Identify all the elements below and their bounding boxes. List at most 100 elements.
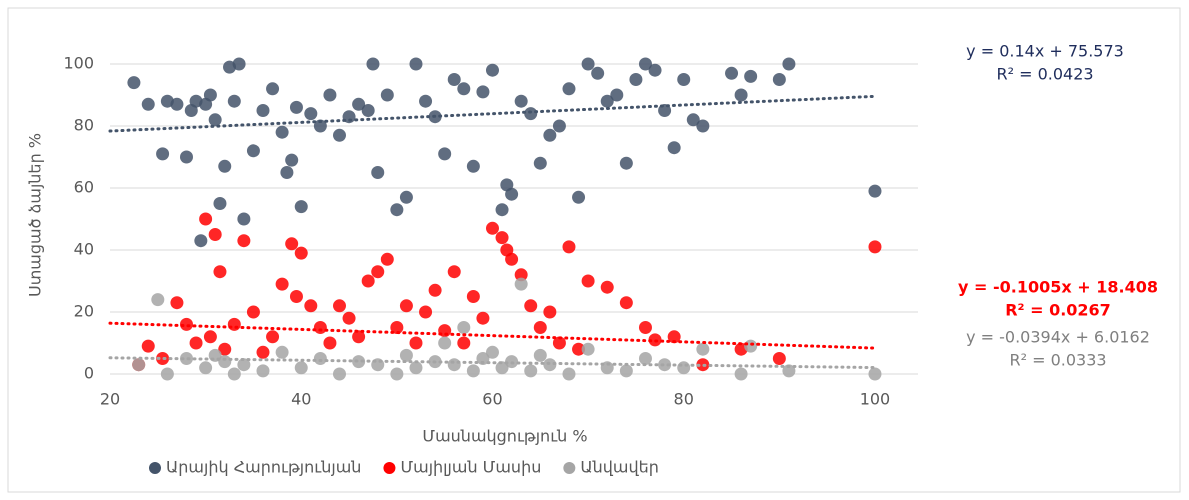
scatter-point — [323, 88, 337, 102]
scatter-point — [361, 104, 375, 117]
trendline-r2: R² = 0.0423 — [996, 65, 1093, 84]
scatter-point — [677, 73, 691, 86]
scatter-point — [289, 100, 303, 114]
scatter-point — [648, 63, 662, 77]
scatter-point — [237, 358, 251, 372]
scatter-point — [514, 94, 528, 108]
scatter-point — [304, 299, 318, 313]
scatter-point — [638, 352, 652, 365]
scatter-point — [686, 113, 700, 127]
scatter-point — [447, 358, 461, 372]
scatter-point — [390, 321, 404, 334]
legend-label: Արայիկ Հարությունյան — [166, 458, 361, 477]
trendline — [108, 356, 877, 370]
scatter-point — [342, 311, 356, 325]
scatter-point — [495, 361, 509, 375]
scatter-point — [466, 364, 480, 378]
scatter-point — [409, 361, 423, 375]
y-tick-label: 40 — [74, 240, 94, 259]
scatter-point — [514, 268, 528, 282]
scatter-point — [772, 352, 786, 365]
scatter-point — [227, 367, 241, 381]
scatter-point — [304, 107, 318, 121]
scatter-point — [294, 200, 308, 214]
scatter-point — [562, 240, 576, 254]
scatter-point — [323, 336, 337, 350]
legend-label: Անվավեր — [580, 458, 659, 477]
scatter-point — [524, 107, 538, 121]
y-tick-label: 0 — [84, 364, 94, 383]
scatter-point — [213, 197, 227, 210]
scatter-point — [332, 128, 346, 142]
scatter-point — [744, 339, 758, 353]
scatter-point — [619, 364, 633, 378]
scatter-point — [170, 97, 184, 111]
scatter-point — [213, 265, 227, 279]
scatter-point — [610, 88, 624, 102]
scatter-point — [638, 57, 652, 71]
y-tick-label: 100 — [63, 54, 94, 73]
scatter-point — [485, 63, 499, 77]
scatter-point — [179, 150, 193, 164]
scatter-point — [227, 317, 241, 331]
x-tick-label: 100 — [860, 390, 891, 409]
scatter-point — [619, 156, 633, 170]
scatter-point — [246, 305, 260, 319]
scatter-point — [218, 355, 232, 369]
trendline — [108, 94, 877, 133]
scatter-point — [514, 277, 528, 291]
scatter-point — [744, 69, 758, 83]
scatter-point — [156, 147, 170, 161]
scatter-point — [179, 352, 193, 365]
scatter-point — [194, 234, 208, 248]
scatter-point — [476, 352, 490, 365]
scatter-point — [160, 367, 174, 381]
scatter-point — [572, 342, 586, 356]
scatter-point — [485, 221, 499, 235]
scatter-point — [399, 299, 413, 313]
scatter-point — [132, 358, 146, 372]
scatter-point — [485, 345, 499, 359]
scatter-point — [127, 76, 141, 90]
scatter-point — [533, 156, 547, 170]
scatter-point — [476, 311, 490, 325]
scatter-point — [466, 159, 480, 173]
scatter-point — [476, 85, 490, 99]
legend-marker — [149, 462, 161, 474]
trendline — [108, 321, 877, 350]
scatter-point — [285, 237, 299, 251]
scatter-point — [289, 290, 303, 303]
scatter-point — [285, 153, 299, 167]
scatter-point — [667, 141, 681, 155]
scatter-point — [366, 57, 380, 71]
scatter-point — [581, 57, 595, 71]
trendline-equation: y = -0.1005x + 18.408 — [958, 278, 1158, 297]
scatter-point — [399, 348, 413, 362]
scatter-point — [562, 367, 576, 381]
scatter-point — [141, 339, 155, 353]
scatter-point — [591, 66, 605, 80]
scatter-point — [629, 73, 643, 86]
scatter-point — [438, 336, 452, 350]
scatter-point — [457, 321, 471, 334]
scatter-point — [543, 358, 557, 372]
scatter-point — [294, 246, 308, 260]
scatter-point — [275, 345, 289, 359]
scatter-point — [266, 330, 280, 344]
scatter-point — [208, 228, 222, 241]
scatter-point — [638, 321, 652, 334]
scatter-point — [552, 336, 566, 350]
scatter-point — [280, 166, 294, 179]
scatter-point — [658, 358, 672, 372]
scatter-point — [505, 187, 519, 201]
scatter-point — [399, 190, 413, 204]
scatter-point — [256, 345, 270, 359]
scatter-point — [734, 367, 748, 381]
y-axis-label: Ստացած ձայներ % — [26, 133, 45, 297]
scatter-point — [313, 352, 327, 365]
scatter-point — [419, 94, 433, 108]
scatter-point — [782, 364, 796, 378]
scatter-point — [447, 73, 461, 86]
y-tick-label: 80 — [74, 116, 94, 135]
